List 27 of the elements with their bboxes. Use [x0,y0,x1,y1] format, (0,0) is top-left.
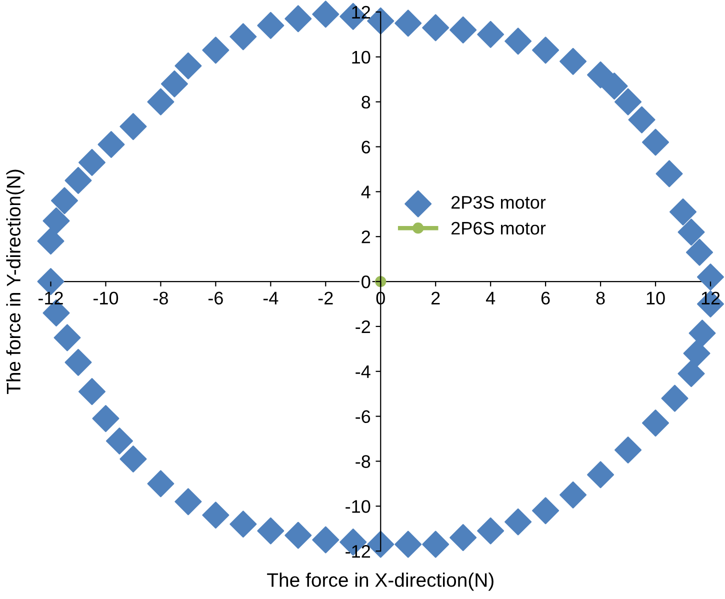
y-tick-label: 6 [362,140,370,154]
x-tick-label: 8 [596,292,605,305]
x-tick-label: -10 [93,292,118,305]
y-tick-label: -10 [346,500,370,513]
x-tick-label: 4 [486,292,496,304]
x-tick-label: -4 [263,292,278,304]
y-tick-label: -8 [356,455,370,468]
x-tick-label: -2 [318,292,333,304]
y-tick-label: -6 [356,410,370,424]
y-tick-label: -2 [356,320,370,333]
y-tick-label: 10 [352,50,370,64]
x-tick-label: -6 [208,292,223,305]
x-tick-label: -8 [153,292,168,305]
x-tick-label: -12 [38,292,63,304]
x-tick-label: 12 [702,292,720,304]
y-axis-title: The force in Y-direction(N) [6,170,24,394]
x-tick-label: 2 [431,292,440,304]
x-tick-label: 6 [541,292,550,305]
y-tick-label: 4 [361,186,370,198]
x-tick-label: 10 [646,292,665,305]
y-tick-label: 8 [362,96,370,109]
legend-label: 2P3S motor [452,196,546,209]
y-tick-label: 0 [362,275,370,288]
x-axis-title: The force in X-direction(N) [267,572,494,591]
y-tick-label: -4 [356,366,370,378]
legend-label: 2P6S motor [452,222,546,235]
y-tick-label: 2 [362,230,370,244]
